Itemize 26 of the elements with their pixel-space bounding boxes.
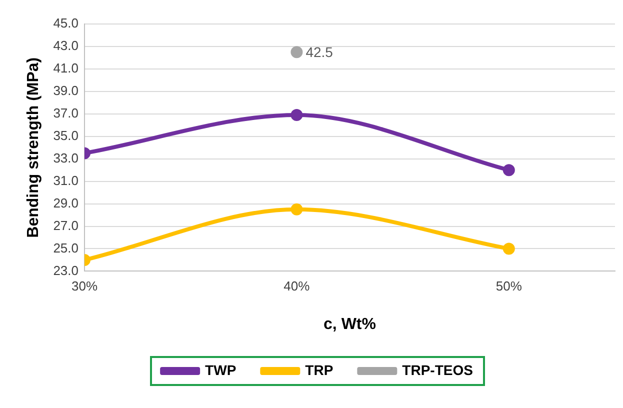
y-tick-label: 35.0 — [53, 128, 78, 143]
y-tick-label: 25.0 — [53, 240, 78, 256]
point — [290, 109, 303, 122]
point — [290, 46, 303, 58]
y-tick-label: 31.0 — [53, 172, 78, 188]
y-axis-title: Bending strength (MPa) — [25, 57, 42, 238]
point — [502, 242, 515, 255]
y-tick-label: 43.0 — [53, 38, 78, 54]
legend-label: TWP — [205, 362, 236, 378]
x-axis-title: c, Wt% — [324, 316, 376, 333]
point — [502, 164, 515, 176]
y-tick-label: 27.0 — [53, 218, 78, 233]
data-label: 42.5 — [306, 44, 334, 60]
y-tick-label: 45.0 — [53, 16, 78, 31]
y-tick-label: 29.0 — [53, 195, 78, 210]
y-tick-label: 23.0 — [53, 262, 78, 278]
y-tick-label: 37.0 — [53, 105, 78, 120]
legend-label: TRP-TEOS — [402, 362, 473, 378]
y-tick-label: 33.0 — [53, 150, 78, 166]
x-tick-label: 50% — [496, 278, 522, 294]
x-tick-label: 40% — [284, 278, 310, 294]
legend-label: TRP — [305, 362, 334, 378]
y-tick-label: 39.0 — [53, 82, 78, 98]
point — [290, 203, 303, 216]
y-tick-label: 41.0 — [53, 60, 78, 76]
x-tick-label: 30% — [71, 278, 98, 294]
